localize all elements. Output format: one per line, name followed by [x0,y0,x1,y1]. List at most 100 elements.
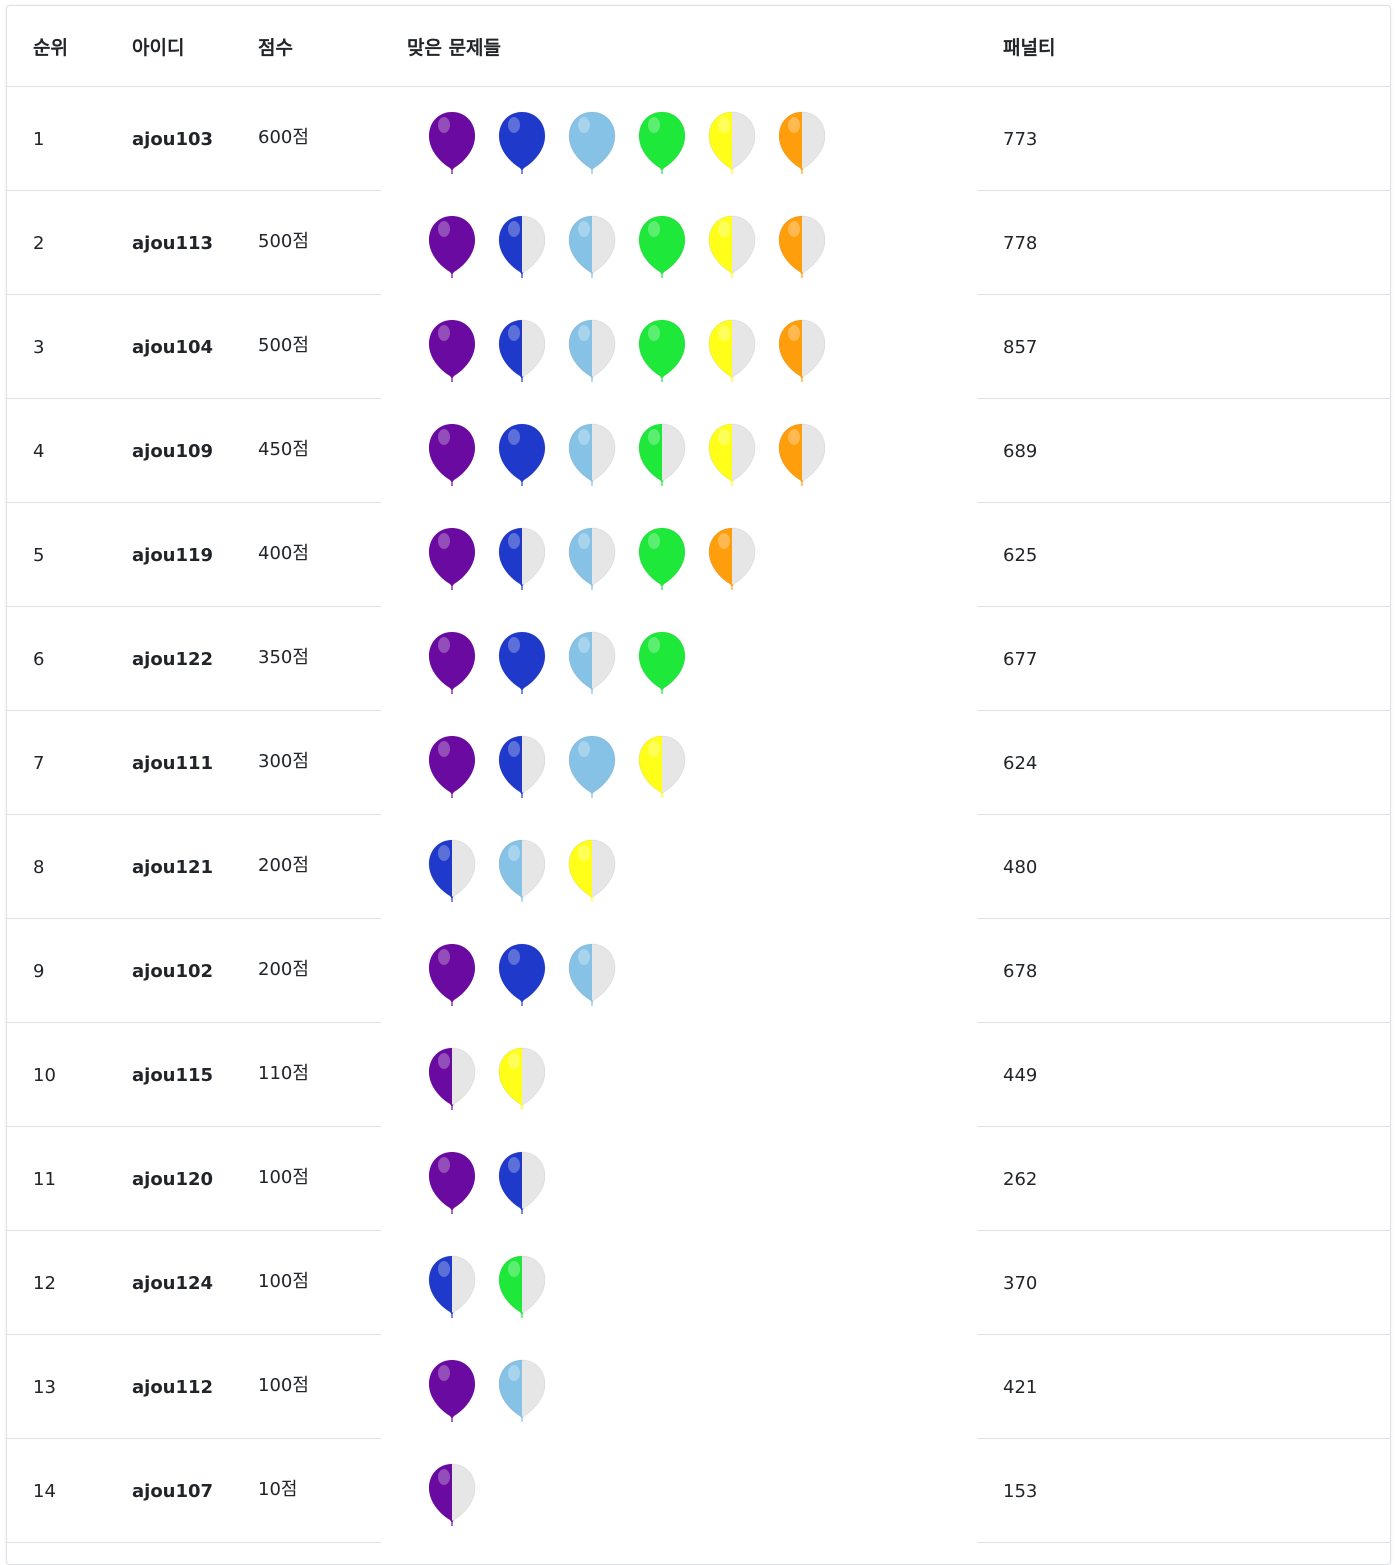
balloon-green-full-icon [637,214,687,280]
balloon-skyblue-full-icon [567,110,617,176]
score-cell: 110점 [258,1023,309,1127]
penalty-cell: 262 [1003,1168,1038,1190]
divider-gap [381,1230,977,1231]
balloon-blue-half-icon [497,1150,547,1216]
score-cell-value: 450점 [258,439,309,460]
balloon-orange-half-icon [777,110,827,176]
solved-problems-cell [381,1231,977,1335]
balloon-yellow-half-icon [497,1046,547,1112]
score-cell-value: 400점 [258,543,309,564]
rank-cell: 2 [33,232,45,254]
user-id-cell: ajou122 [132,648,214,670]
balloon-skyblue-half-icon [567,422,617,488]
penalty-cell: 689 [1003,440,1038,462]
user-id-cell: ajou104 [132,336,214,358]
score-cell-value: 350점 [258,647,309,668]
rank-cell: 3 [33,336,45,358]
score-cell: 400점 [258,503,309,607]
table-row: 3 ajou104 500점 857 [7,295,1390,399]
divider-gap [381,814,977,815]
row-divider [7,1230,1390,1231]
penalty-cell: 857 [1003,336,1038,358]
divider-gap [381,1022,977,1023]
score-cell: 500점 [258,191,309,295]
balloon-blue-half-icon [497,214,547,280]
score-cell: 200점 [258,815,309,919]
divider-gap [381,1542,977,1543]
balloon-purple-half-icon [427,1046,477,1112]
rank-cell: 11 [33,1168,56,1190]
balloon-purple-full-icon [427,526,477,592]
balloon-purple-full-icon [427,318,477,384]
divider-gap [381,1126,977,1127]
balloon-green-half-icon [637,422,687,488]
balloon-blue-half-icon [427,1254,477,1320]
divider-gap [381,190,977,191]
penalty-cell: 625 [1003,544,1038,566]
solved-problems-cell [381,191,977,295]
balloon-purple-full-icon [427,422,477,488]
balloon-yellow-half-icon [637,734,687,800]
balloon-skyblue-half-icon [567,318,617,384]
score-cell-value: 10점 [258,1479,298,1500]
penalty-cell: 778 [1003,232,1038,254]
balloon-blue-half-icon [497,526,547,592]
score-cell: 10점 [258,1439,297,1543]
row-divider [7,1438,1390,1439]
solved-problems-cell [381,607,977,711]
balloon-skyblue-full-icon [567,734,617,800]
balloon-purple-full-icon [427,214,477,280]
score-cell-value: 100점 [258,1167,309,1188]
solved-problems-cell [381,295,977,399]
balloon-skyblue-half-icon [567,526,617,592]
solved-problems-cell [381,1023,977,1127]
balloon-green-half-icon [497,1254,547,1320]
table-row: 10 ajou115 110점 449 [7,1023,1390,1127]
divider-gap [381,1334,977,1335]
penalty-cell: 449 [1003,1064,1038,1086]
table-row: 11 ajou120 100점 262 [7,1127,1390,1231]
rank-cell: 12 [33,1272,56,1294]
user-id-cell: ajou113 [132,232,214,254]
user-id-cell: ajou111 [132,752,214,774]
rank-cell: 5 [33,544,45,566]
penalty-cell: 370 [1003,1272,1038,1294]
score-cell-value: 300점 [258,751,309,772]
balloon-blue-half-icon [497,734,547,800]
balloon-purple-full-icon [427,1150,477,1216]
penalty-cell: 153 [1003,1480,1038,1502]
rank-cell: 9 [33,960,45,982]
table-row: 9 ajou102 200점 678 [7,919,1390,1023]
balloon-blue-full-icon [497,942,547,1008]
balloon-blue-full-icon [497,630,547,696]
header-penalty: 패널티 [1003,37,1056,59]
balloon-skyblue-half-icon [567,942,617,1008]
user-id-cell: ajou124 [132,1272,214,1294]
solved-problems-cell [381,919,977,1023]
table-row: 5 ajou119 400점 625 [7,503,1390,607]
user-id-cell: ajou102 [132,960,214,982]
scoreboard-header: 순위 아이디 점수 맞은 문제들 패널티 [7,6,1390,87]
balloon-purple-full-icon [427,630,477,696]
table-row: 6 ajou122 350점 677 [7,607,1390,711]
header-id: 아이디 [132,37,185,59]
balloon-blue-half-icon [427,838,477,904]
score-cell: 500점 [258,295,309,399]
user-id-cell: ajou109 [132,440,214,462]
rank-cell: 14 [33,1480,56,1502]
header-rank: 순위 [33,37,68,59]
penalty-cell: 773 [1003,128,1038,150]
balloon-orange-half-icon [777,318,827,384]
table-row: 14 ajou107 10점 153 [7,1439,1390,1543]
header-score: 점수 [258,37,293,59]
user-id-cell: ajou121 [132,856,214,878]
balloon-skyblue-half-icon [567,630,617,696]
row-divider [7,1126,1390,1127]
balloon-yellow-half-icon [567,838,617,904]
score-cell-value: 110점 [258,1063,309,1084]
table-row: 7 ajou111 300점 624 [7,711,1390,815]
penalty-cell: 624 [1003,752,1038,774]
rank-cell: 13 [33,1376,56,1398]
table-row: 4 ajou109 450점 689 [7,399,1390,503]
solved-problems-cell [381,1335,977,1439]
